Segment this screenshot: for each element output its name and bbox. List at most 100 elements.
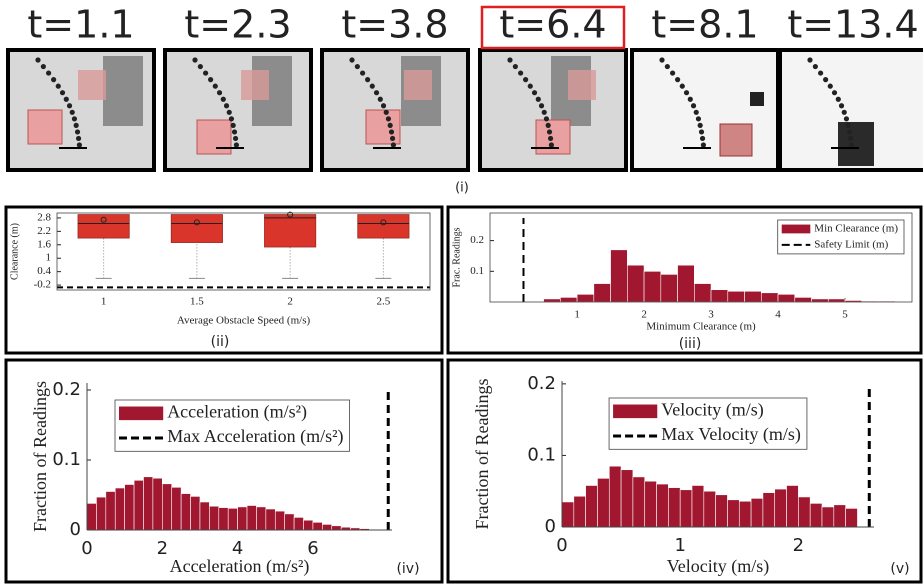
scene-obstacle <box>838 122 874 166</box>
x-tick-label: 2 <box>287 296 293 308</box>
bar <box>597 478 610 528</box>
bar <box>777 294 796 303</box>
trajectory-dot <box>690 103 697 109</box>
trajectory-dot <box>695 116 702 122</box>
x-tick-label: 2.5 <box>377 296 391 308</box>
x-tick-label: 1 <box>674 535 685 556</box>
trajectory-dot <box>66 103 73 109</box>
panel-frame <box>4 358 444 584</box>
frame <box>320 48 470 172</box>
y-tick-label: 1.6 <box>37 238 51 250</box>
bar <box>694 283 712 303</box>
bar <box>133 479 144 531</box>
box <box>170 214 223 243</box>
bar <box>199 501 210 531</box>
trajectory-dot <box>838 103 845 109</box>
bar <box>656 483 669 528</box>
frame <box>478 48 628 172</box>
y-axis-label: Clearance (m) <box>9 223 20 280</box>
bar <box>627 264 645 303</box>
frame-label: t=1.1 <box>27 3 134 47</box>
trajectory-dot <box>693 109 699 115</box>
panel-label: (iii) <box>679 336 702 352</box>
x-tick-label: 4 <box>775 309 781 321</box>
bar <box>643 271 662 303</box>
trajectory-dot <box>390 142 397 148</box>
legend-swatch <box>119 406 164 421</box>
trajectory-dot <box>59 90 66 96</box>
trajectory-dot <box>69 109 75 115</box>
trajectory-dot <box>548 142 555 148</box>
y-axis-label: Frac. Readings <box>451 227 462 287</box>
trajectory-dot <box>40 63 46 70</box>
y-tick-label: 0 <box>70 519 81 540</box>
trajectory-dot <box>373 90 380 96</box>
scene-obstacle <box>404 70 432 100</box>
x-tick-label: 1 <box>574 309 580 321</box>
y-tick-label: -0.2 <box>34 279 51 291</box>
trajectory-dot <box>387 122 393 128</box>
bar <box>561 501 575 528</box>
legend: Acceleration (m/s²) Max Acceleration (m/s… <box>114 399 350 452</box>
trajectory-dot <box>192 57 198 63</box>
x-axis-label: Minimum Clearance (m) <box>646 321 756 333</box>
bar <box>560 297 578 303</box>
trajectory-dot <box>831 90 838 96</box>
frame-label: t=13.4 <box>787 3 918 47</box>
trajectory-dot <box>664 63 670 70</box>
bar <box>762 492 776 528</box>
trajectory-dot <box>380 103 387 109</box>
trajectory-dot <box>848 142 855 148</box>
x-tick-label: 2 <box>641 309 647 321</box>
bar <box>143 476 154 531</box>
x-tick-label: 6 <box>307 538 318 559</box>
bar <box>827 298 846 303</box>
trajectory-dot <box>74 129 81 135</box>
trajectory-dot <box>389 135 396 142</box>
axes-box <box>489 212 913 303</box>
trajectory-dot <box>63 96 69 102</box>
bar <box>798 496 811 528</box>
frame <box>6 48 156 172</box>
legend-label: Velocity (m/s) <box>661 399 763 420</box>
frame-highlight <box>480 5 626 50</box>
bar <box>845 508 858 528</box>
trajectory-dot <box>385 116 392 122</box>
bar <box>265 508 276 531</box>
trajectory-dot <box>518 70 524 76</box>
trajectory-dot <box>212 83 218 89</box>
trajectory-dot <box>223 103 230 109</box>
bar <box>171 486 182 531</box>
bar <box>703 490 716 528</box>
y-tick-label: 0.1 <box>470 265 484 277</box>
trajectory-dot <box>76 142 83 148</box>
bar <box>227 507 238 531</box>
bar <box>162 483 173 531</box>
x-tick-label: 4 <box>232 538 243 559</box>
bar <box>632 476 646 528</box>
trajectory-dot <box>46 70 52 76</box>
bar <box>821 506 835 528</box>
y-axis-label: Fraction of Readings <box>30 381 50 532</box>
frames-caption: (i) <box>455 181 469 196</box>
legend-label: Max Velocity (m/s) <box>661 424 801 445</box>
bar <box>96 496 107 531</box>
y-tick-label: 1 <box>46 252 52 264</box>
bar <box>774 488 787 528</box>
trajectory-dot <box>675 77 681 83</box>
bar <box>209 505 220 531</box>
x-tick-label: 1 <box>101 296 107 308</box>
trajectory-dot <box>216 90 223 96</box>
y-tick-label: 0.2 <box>527 373 556 394</box>
bar <box>744 290 762 303</box>
trajectory-dot <box>233 142 240 148</box>
x-tick-label: 2 <box>157 538 168 559</box>
bar <box>293 517 304 531</box>
x-tick-label: 0 <box>81 538 92 559</box>
trajectory-dot <box>547 135 554 142</box>
trajectory-dot <box>512 63 518 70</box>
bar <box>237 506 248 531</box>
legend-label: Safety Limit (m) <box>814 238 888 250</box>
trajectory-dot <box>220 96 226 102</box>
bar <box>190 496 201 531</box>
